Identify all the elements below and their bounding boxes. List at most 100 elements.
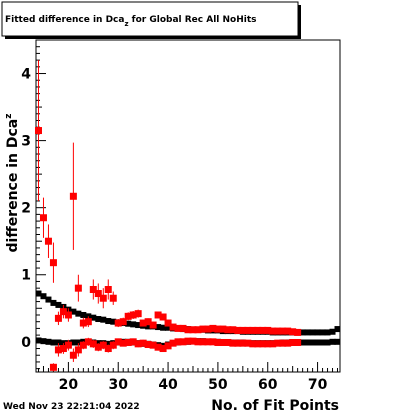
data-point — [164, 319, 172, 327]
data-point — [294, 338, 302, 346]
data-point — [164, 342, 172, 350]
data-point — [145, 323, 152, 330]
data-point — [239, 339, 247, 347]
data-point — [34, 127, 42, 135]
data-point — [229, 339, 237, 347]
data-point — [129, 338, 137, 346]
data-point — [214, 338, 222, 346]
data-point — [214, 325, 222, 333]
series-2 — [34, 60, 302, 336]
data-point — [124, 338, 132, 346]
data-point — [169, 339, 177, 347]
data-point — [130, 321, 137, 328]
data-point — [319, 329, 326, 336]
data-point — [90, 314, 97, 321]
data-point — [149, 341, 157, 349]
data-point — [249, 340, 257, 348]
data-point — [224, 326, 232, 334]
data-point — [64, 311, 72, 319]
data-point — [40, 338, 47, 345]
data-point — [154, 343, 162, 351]
data-point — [334, 338, 341, 345]
y-tick-label: 4 — [21, 67, 31, 83]
data-point — [334, 326, 341, 333]
data-point — [279, 327, 287, 335]
data-point — [59, 308, 67, 316]
data-point — [219, 325, 227, 333]
data-point — [304, 339, 311, 346]
data-point — [264, 340, 272, 348]
data-point — [94, 343, 102, 351]
data-point — [184, 326, 192, 334]
data-point — [149, 321, 157, 329]
data-point — [234, 326, 242, 334]
data-point — [64, 341, 72, 349]
data-point — [45, 296, 52, 303]
data-point — [294, 328, 302, 336]
data-point — [169, 323, 177, 331]
data-point — [209, 324, 217, 332]
data-point — [174, 324, 182, 332]
data-point — [49, 363, 57, 371]
data-point — [35, 337, 42, 344]
data-point — [114, 338, 122, 346]
data-point — [155, 324, 162, 331]
x-axis-label: No. of Fit Points — [211, 398, 339, 414]
data-point — [165, 324, 172, 331]
data-point — [139, 319, 147, 327]
data-point — [104, 286, 112, 294]
x-tick-label: 50 — [208, 377, 228, 393]
data-point — [199, 338, 207, 346]
data-point — [204, 325, 212, 333]
data-point — [119, 339, 127, 347]
x-tick-label: 40 — [158, 377, 178, 393]
title-box: Fitted difference in Dcaz for Global Rec… — [1, 1, 301, 39]
data-point — [309, 339, 316, 346]
x-tick-label: 30 — [108, 377, 128, 393]
data-point — [55, 301, 62, 308]
data-point — [329, 328, 336, 335]
data-point — [179, 324, 187, 332]
data-point — [50, 299, 57, 306]
data-point — [105, 340, 112, 347]
data-point — [249, 326, 257, 334]
data-point — [239, 326, 247, 334]
data-point — [269, 340, 277, 348]
data-marks — [34, 60, 341, 372]
data-point — [45, 338, 52, 345]
data-point — [54, 314, 62, 322]
data-point — [74, 284, 82, 292]
data-point — [254, 326, 262, 334]
data-point — [259, 340, 267, 348]
data-point — [154, 311, 162, 319]
y-tick-label: 1 — [21, 268, 31, 284]
x-tick-label: 60 — [258, 377, 278, 393]
data-point — [279, 339, 287, 347]
y-axis-label: difference in Dcaz — [4, 114, 21, 253]
data-point — [39, 214, 47, 222]
data-point — [224, 338, 232, 346]
data-point — [284, 339, 292, 347]
data-point — [55, 339, 62, 346]
series-3 — [49, 337, 302, 372]
data-point — [110, 318, 117, 325]
data-point — [259, 326, 267, 334]
data-point — [74, 346, 82, 354]
data-point — [284, 327, 292, 335]
data-point — [89, 340, 97, 348]
data-point — [319, 339, 326, 346]
x-tick-label: 70 — [308, 377, 328, 393]
data-point — [179, 338, 187, 346]
data-point — [75, 310, 82, 317]
data-point — [189, 337, 197, 345]
data-point — [84, 318, 92, 326]
data-point — [299, 339, 306, 346]
y-tick-label: 3 — [21, 134, 31, 150]
data-point — [35, 290, 42, 297]
data-point — [274, 339, 282, 347]
data-point — [50, 339, 57, 346]
data-point — [314, 329, 321, 336]
data-point — [194, 326, 202, 334]
data-point — [44, 237, 52, 245]
data-point — [94, 290, 102, 298]
